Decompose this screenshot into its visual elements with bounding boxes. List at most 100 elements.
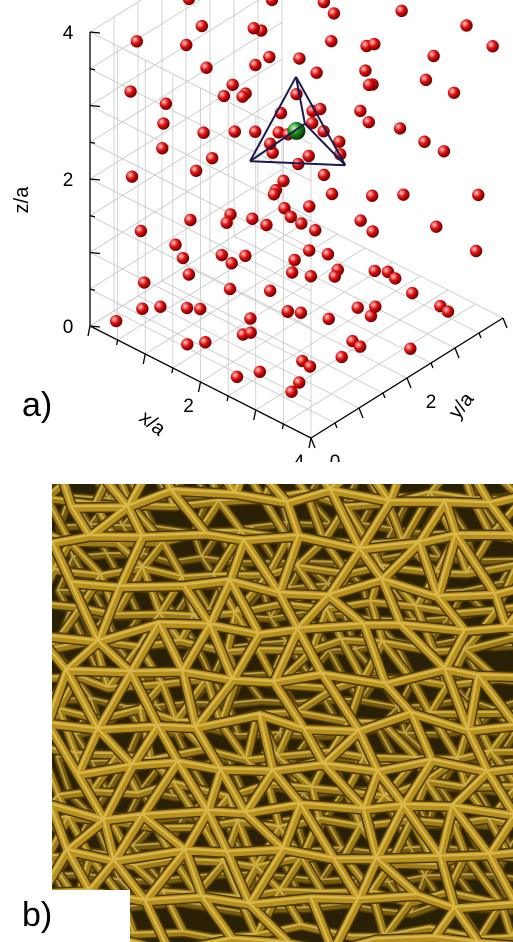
floor-grid-line xyxy=(283,303,476,425)
red-atom-point xyxy=(181,338,194,351)
panel-a-label: a) xyxy=(22,386,53,424)
label-margin xyxy=(0,890,130,942)
red-atom-point xyxy=(169,238,182,251)
y-tick-mark xyxy=(406,377,412,389)
red-atom-point xyxy=(365,189,379,202)
x-tick-mark xyxy=(281,423,285,430)
tetrahedron xyxy=(249,76,347,167)
z-tick-mark xyxy=(89,104,101,108)
red-atom-point xyxy=(322,312,335,326)
z-tick-mark xyxy=(89,288,96,291)
red-atom-point xyxy=(136,302,149,315)
tetrahedron-edge xyxy=(295,76,306,125)
red-atom-point xyxy=(184,213,197,227)
x-tick-mark xyxy=(142,353,146,365)
floor-grid-line xyxy=(233,235,456,349)
floor-grid-line xyxy=(185,265,408,379)
red-atom-point xyxy=(397,188,410,201)
x-tick-label: 2 xyxy=(183,396,194,417)
z-tick-mark xyxy=(89,215,96,218)
red-atom-point xyxy=(195,19,209,33)
red-atom-point xyxy=(205,151,219,165)
z-tick-label: 2 xyxy=(63,170,74,191)
tetrahedron-edge xyxy=(249,76,297,162)
y-tick-label: 2 xyxy=(426,392,437,413)
red-atom-point xyxy=(284,210,297,224)
red-atom-point xyxy=(220,216,233,229)
red-atom-point xyxy=(200,61,213,74)
red-atom-point xyxy=(154,300,167,313)
porous-network-image xyxy=(0,470,513,942)
y-axis-label: y/a xyxy=(445,388,479,423)
red-atom-point xyxy=(277,174,290,188)
red-atom-point xyxy=(305,116,319,130)
axes xyxy=(87,31,508,449)
side-wall-grid-line xyxy=(89,141,312,255)
red-atom-point xyxy=(281,305,295,318)
y-tick-mark xyxy=(454,347,460,359)
back-wall-grid-line xyxy=(89,0,142,33)
red-atom-point xyxy=(303,200,316,213)
floor-grid-line xyxy=(281,205,504,319)
red-atom-point xyxy=(368,37,381,51)
scatter-3d-chart: 02424024 x/a y/a z/a xyxy=(11,0,508,462)
red-atom-point xyxy=(180,38,193,52)
red-atom-point xyxy=(310,66,323,79)
red-atom-point xyxy=(389,272,402,285)
red-atom-point xyxy=(197,126,210,139)
red-atom-point xyxy=(260,218,273,232)
red-atom-point xyxy=(395,4,408,18)
red-atom-point xyxy=(486,40,499,53)
red-atom-point xyxy=(354,214,367,227)
x-tick-label: 4 xyxy=(294,452,305,462)
red-atom-point xyxy=(217,89,231,103)
red-atom-point xyxy=(182,268,196,281)
z-tick-mark xyxy=(89,141,96,144)
red-atom-point xyxy=(194,302,207,316)
floor-grid-line xyxy=(227,275,421,397)
y-tick-mark xyxy=(334,422,338,429)
data-points xyxy=(109,0,499,398)
top-margin xyxy=(0,470,513,484)
red-atom-point xyxy=(278,202,291,215)
x-tick-mark xyxy=(308,437,312,449)
red-atom-point xyxy=(253,365,267,378)
red-atom-point xyxy=(472,188,485,202)
red-atom-point xyxy=(364,309,378,323)
red-atom-point xyxy=(351,301,364,314)
x-axis-label: x/a xyxy=(135,407,170,441)
red-atom-point xyxy=(419,73,433,87)
red-atom-point xyxy=(393,122,407,135)
z-tick-label: 4 xyxy=(63,23,74,44)
y-tick-mark xyxy=(382,392,386,399)
red-atom-point xyxy=(427,49,440,63)
red-atom-point xyxy=(263,50,276,64)
red-atom-point xyxy=(226,78,239,92)
red-atom-point xyxy=(328,270,341,283)
red-atom-point xyxy=(263,284,277,297)
red-atom-point xyxy=(267,188,281,201)
z-axis-label: z/a xyxy=(11,186,33,214)
red-atom-point xyxy=(418,135,431,148)
red-atom-point xyxy=(159,97,173,110)
tetrahedron-edge xyxy=(304,123,347,166)
tetrahedron-edge xyxy=(249,122,306,163)
red-atom-point xyxy=(134,224,148,238)
red-atom-point xyxy=(304,270,318,283)
red-atom-point xyxy=(321,248,335,261)
z-tick-mark xyxy=(89,31,101,34)
z-tick-label: 0 xyxy=(63,317,74,338)
red-atom-point xyxy=(285,266,299,279)
red-atom-point xyxy=(441,305,455,318)
back-wall-grid-line xyxy=(89,0,201,70)
red-atom-point xyxy=(302,149,315,163)
red-atom-point xyxy=(125,170,139,183)
red-atom-point xyxy=(314,102,327,116)
floor-grid-line xyxy=(209,250,432,364)
red-atom-point xyxy=(288,253,301,267)
red-atom-point xyxy=(272,126,285,139)
red-atom-point xyxy=(156,142,169,155)
red-atom-point xyxy=(460,19,473,32)
red-atom-point xyxy=(157,117,170,130)
x-tick-mark xyxy=(253,409,257,421)
